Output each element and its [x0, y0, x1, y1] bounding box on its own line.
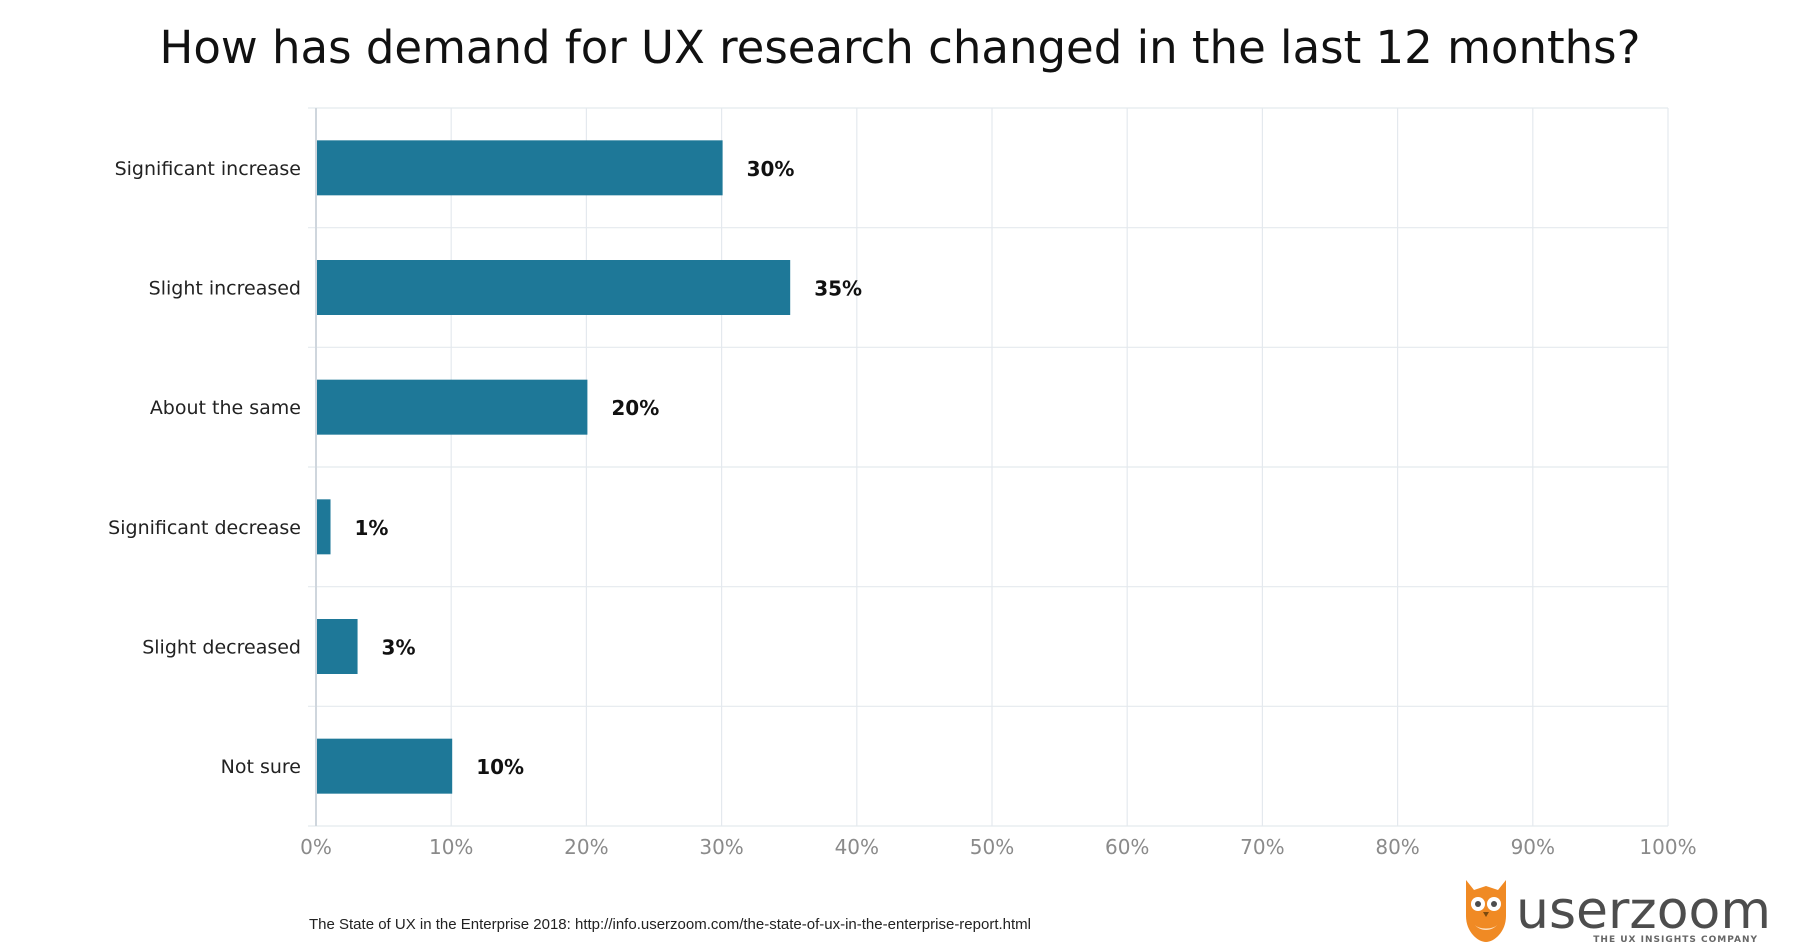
data-label: 35% [814, 277, 862, 301]
data-label: 3% [382, 636, 416, 660]
category-label: Slight decreased [142, 637, 301, 659]
x-tick-label: 100% [1639, 835, 1696, 859]
x-tick-label: 70% [1240, 835, 1284, 859]
logo-name: userzoom [1516, 881, 1771, 941]
x-tick-label: 0% [300, 835, 332, 859]
data-label: 20% [611, 396, 659, 420]
category-label: About the same [150, 397, 301, 419]
x-tick-label: 30% [699, 835, 743, 859]
chart-title: How has demand for UX research changed i… [160, 21, 1641, 74]
labels: 0% 10% 20% 30% 40% 50% 60% 70% 80% 90% 100% Signifi… [108, 157, 1696, 859]
bars [317, 140, 791, 794]
bar [317, 738, 453, 794]
data-label: 10% [476, 755, 524, 779]
data-label: 30% [747, 157, 795, 181]
bar [317, 379, 588, 435]
x-tick-label: 20% [564, 835, 608, 859]
bar [317, 499, 331, 555]
x-tick-label: 50% [970, 835, 1014, 859]
grid [308, 107, 1669, 827]
category-label: Not sure [221, 756, 301, 778]
x-tick-label: 90% [1511, 835, 1555, 859]
data-label: 1% [355, 516, 389, 540]
x-tick-label: 10% [429, 835, 473, 859]
category-label: Significant decrease [108, 517, 301, 539]
x-tick-label: 60% [1105, 835, 1149, 859]
category-label: Slight increased [149, 278, 301, 300]
category-label: Significant increase [115, 158, 301, 180]
bar [317, 260, 791, 315]
x-tick-label: 40% [835, 835, 879, 859]
bar [317, 140, 723, 196]
logo-tagline: THE UX INSIGHTS COMPANY [1593, 935, 1758, 945]
source-note: The State of UX in the Enterprise 2018: … [309, 916, 1031, 933]
bar [317, 619, 358, 674]
x-tick-label: 80% [1375, 835, 1419, 859]
owl-icon [1466, 880, 1506, 942]
userzoom-logo: userzoom THE UX INSIGHTS COMPANY [1466, 880, 1771, 945]
